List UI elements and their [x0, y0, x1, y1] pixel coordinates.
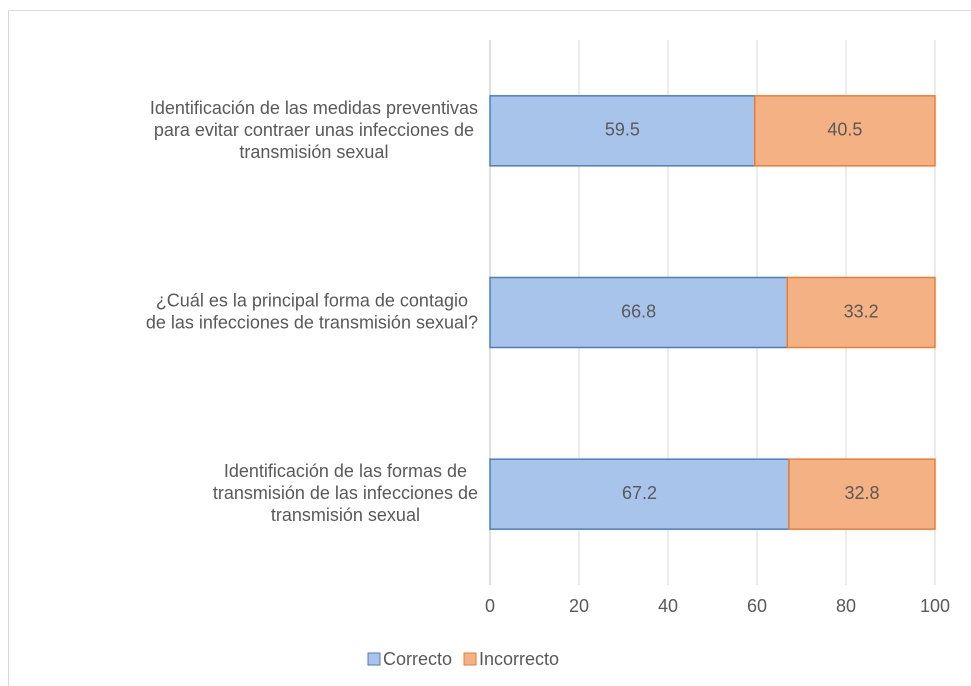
legend-label: Incorrecto — [479, 649, 559, 669]
y-tick-label: Identificación de las medidas preventiva… — [150, 98, 478, 162]
data-label: 59.5 — [605, 120, 640, 140]
bar-segment — [489, 95, 756, 167]
x-tick-label: 40 — [658, 596, 678, 616]
x-tick-label: 60 — [747, 596, 767, 616]
data-label: 40.5 — [827, 120, 862, 140]
legend-label: Correcto — [383, 649, 452, 669]
data-label: 67.2 — [622, 483, 657, 503]
x-tick-label: 100 — [920, 596, 950, 616]
bar-segment — [754, 95, 936, 167]
legend-swatch — [463, 652, 477, 666]
x-tick-label: 20 — [569, 596, 589, 616]
y-tick-label: ¿Cuál es la principal forma de contagio d… — [146, 290, 478, 332]
data-label: 33.2 — [844, 301, 879, 321]
x-tick-label: 80 — [836, 596, 856, 616]
x-tick-label: 0 — [485, 596, 495, 616]
bar-segment — [786, 276, 936, 349]
data-label: 66.8 — [621, 301, 656, 321]
data-label: 32.8 — [844, 483, 879, 503]
bar-segment — [489, 276, 789, 349]
legend-swatch — [367, 652, 381, 666]
bar-segment — [788, 458, 936, 530]
y-tick-label: Identificación de las formas de transmisi… — [213, 461, 478, 525]
